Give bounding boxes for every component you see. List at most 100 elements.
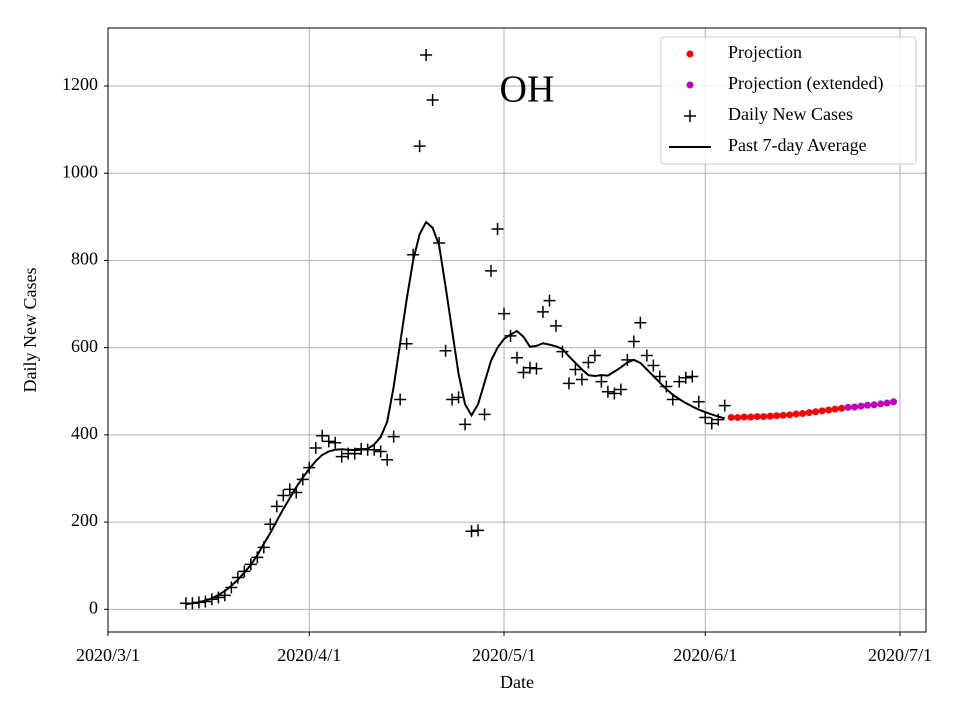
y-tick-label: 200 [71, 510, 98, 530]
projection-point [799, 410, 807, 418]
projection-point [766, 412, 774, 420]
case-point [335, 450, 348, 463]
x-tick-label: 2020/3/1 [76, 645, 140, 665]
case-point [718, 399, 731, 412]
case-point [556, 345, 569, 358]
annotation: OH [500, 69, 555, 111]
case-point [575, 373, 588, 386]
case-point [472, 524, 485, 537]
projection-point [747, 413, 755, 421]
projection-point [792, 410, 800, 418]
case-point [316, 429, 329, 442]
case-point [400, 337, 413, 350]
y-tick-label: 800 [71, 249, 98, 269]
legend-label: Projection [728, 42, 802, 62]
case-point [322, 435, 335, 448]
legend-label: Projection (extended) [728, 73, 883, 94]
case-point [673, 375, 686, 388]
projection-point [773, 412, 781, 420]
projection-point [851, 403, 859, 411]
case-point [653, 370, 666, 383]
projection-point [857, 402, 865, 410]
case-point [699, 411, 712, 424]
case-point [309, 441, 322, 454]
projection-point [818, 407, 826, 415]
projection-point [831, 405, 839, 413]
legend-label: Past 7-day Average [728, 135, 867, 155]
y-tick-label: 0 [89, 597, 98, 617]
x-axis-label: Date [500, 672, 534, 692]
plot-frame [107, 27, 927, 633]
case-point [549, 319, 562, 332]
legend-marker [686, 50, 694, 58]
x-tick-label: 2020/6/1 [673, 645, 737, 665]
projection-point [883, 399, 891, 407]
x-tick-label: 2020/7/1 [868, 645, 932, 665]
y-tick-label: 600 [71, 336, 98, 356]
case-point [640, 349, 653, 362]
projection-point [779, 411, 787, 419]
projection-point [844, 403, 852, 411]
projection-point [740, 413, 748, 421]
case-point [374, 445, 387, 458]
projection-point [825, 406, 833, 414]
projection-point [877, 400, 885, 408]
case-point [679, 371, 692, 384]
projection-point [838, 404, 846, 412]
case-point [523, 361, 536, 374]
case-point [381, 453, 394, 466]
case-point [614, 383, 627, 396]
case-point [569, 363, 582, 376]
case-point [686, 370, 699, 383]
legend: Projection Projection (extended) Daily New… [660, 36, 917, 165]
case-point [225, 581, 238, 594]
case-point [465, 525, 478, 538]
case-point [498, 307, 511, 320]
projection-point [890, 398, 898, 406]
projection-point [786, 411, 794, 419]
x-tick-label: 2020/4/1 [277, 645, 341, 665]
case-point [394, 393, 407, 406]
case-point [426, 93, 439, 106]
case-point [562, 377, 575, 390]
case-point [543, 294, 556, 307]
case-point [420, 49, 433, 62]
case-point [627, 335, 640, 348]
legend-label: Daily New Cases [728, 104, 853, 124]
case-point [705, 417, 718, 430]
case-point [634, 316, 647, 329]
case-point [491, 223, 504, 236]
case-point [601, 385, 614, 398]
case-point [530, 362, 543, 375]
case-point [439, 344, 452, 357]
x-tick-label: 2020/5/1 [472, 645, 536, 665]
case-point [588, 349, 601, 362]
projection-point [753, 413, 761, 421]
marks-layer [179, 49, 898, 610]
case-point [368, 443, 381, 456]
case-point [692, 395, 705, 408]
case-point [536, 305, 549, 318]
case-point [478, 408, 491, 421]
case-point [231, 571, 244, 584]
y-axis-label: Daily New Cases [20, 268, 40, 393]
projection-point [760, 413, 768, 421]
projection-point [734, 413, 742, 421]
projection-point [805, 409, 813, 417]
case-point [446, 393, 459, 406]
projection-point [864, 401, 872, 409]
case-point [504, 329, 517, 342]
case-point [270, 500, 283, 513]
y-tick-label: 1200 [62, 74, 98, 94]
y-tick-label: 1000 [62, 161, 98, 181]
case-point [387, 430, 400, 443]
case-point [485, 264, 498, 277]
case-point [517, 366, 530, 379]
case-point [277, 489, 290, 502]
case-point [283, 483, 296, 496]
case-point [511, 351, 523, 364]
projection-point [727, 413, 735, 421]
case-point [647, 359, 660, 372]
legend-marker [686, 81, 694, 89]
